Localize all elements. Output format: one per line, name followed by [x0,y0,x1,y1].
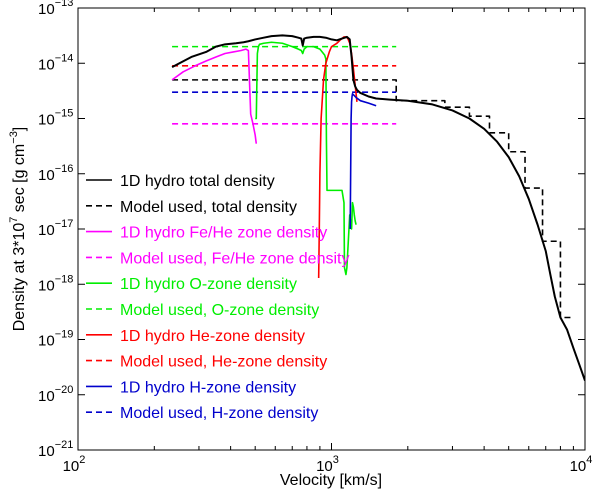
y-axis-label-end: ] [11,127,28,131]
plot-area [78,8,585,450]
y-tick-label-exp: −21 [55,439,74,451]
legend-label-1d-hydro-h-zone-density: 1D hydro H-zone density [120,379,296,396]
y-axis-label-main: Density at 3*10 [11,223,28,332]
y-tick-label-exp: −15 [55,108,74,120]
y-tick-label-exp: −13 [55,0,74,9]
series-model-used-total-density [172,79,574,319]
legend-label-model-used-total-density: Model used, total density [120,199,297,216]
y-tick-label: 10−15 [38,108,73,129]
y-axis-label-exp: 7 [8,217,20,223]
y-tick-label-exp: −19 [55,329,74,341]
x-tick-label-base: 10 [63,458,80,475]
y-axis-label: Density at 3*107 sec [g cm−3] [8,127,28,332]
y-tick-label-exp: −16 [55,163,74,175]
y-tick-label-base: 10 [38,1,55,18]
series-1d-hydro-total-density [171,34,585,381]
x-tick-label: 103 [316,454,339,475]
axis-ticks [77,7,586,451]
y-axis-label-unit: sec [g cm [11,144,28,217]
y-tick-label: 10−18 [38,273,73,294]
y-tick-labels: 10−1310−1410−1510−1610−1710−1810−1910−20… [38,0,73,460]
x-tick-label: 102 [63,454,86,475]
y-tick-label-base: 10 [38,277,55,294]
y-tick-label-exp: −20 [55,384,74,396]
y-tick-label: 10−21 [38,439,73,460]
series-1d-hydro-fe-he-zone-density [171,48,258,144]
x-tick-label-base: 10 [570,458,587,475]
series-1d-hydro-h-zone-density [349,92,377,230]
legend-label-model-used-he-zone-density: Model used, He-zone density [120,354,327,371]
legend: 1D hydro total density Model used, total … [86,173,349,422]
legend-label-model-used-h-zone-density: Model used, H-zone density [120,405,318,422]
y-tick-label-base: 10 [38,443,55,460]
y-tick-label: 10−19 [38,329,73,350]
legend-label-1d-hydro-fe-he-zone-density: 1D hydro Fe/He zone density [120,225,327,242]
y-tick-label-exp: −14 [55,52,74,64]
x-tick-label-base: 10 [316,458,333,475]
y-tick-label: 10−20 [38,384,73,405]
y-tick-label-base: 10 [38,56,55,73]
x-tick-label-exp: 2 [79,454,85,466]
y-tick-label-exp: −17 [55,218,74,230]
x-axis-label: Velocity [km/s] [280,472,382,489]
y-axis-label-unit-exp: −3 [8,131,20,144]
x-tick-label-exp: 3 [333,454,339,466]
legend-label-1d-hydro-he-zone-density: 1D hydro He-zone density [120,328,305,345]
y-tick-label: 10−13 [38,0,73,18]
y-tick-label-base: 10 [38,333,55,350]
y-tick-label-base: 10 [38,167,55,184]
x-tick-label-exp: 4 [586,454,592,466]
legend-label-model-used-fe-he-zone-density: Model used, Fe/He zone density [120,250,349,267]
legend-label-1d-hydro-total-density: 1D hydro total density [120,173,275,190]
legend-label-1d-hydro-o-zone-density: 1D hydro O-zone density [120,276,297,293]
y-tick-label-base: 10 [38,388,55,405]
y-tick-label: 10−14 [38,52,73,73]
y-tick-label: 10−16 [38,163,73,184]
x-tick-labels: 102 103 104 [63,454,593,475]
series-layer [171,34,585,381]
y-tick-label: 10−17 [38,218,73,239]
legend-label-model-used-o-zone-density: Model used, O-zone density [120,302,319,319]
x-tick-label: 104 [570,454,593,475]
y-tick-label-base: 10 [38,112,55,129]
y-tick-label-exp: −18 [55,273,74,285]
y-tick-label-base: 10 [38,222,55,239]
plot-frame [77,7,586,451]
